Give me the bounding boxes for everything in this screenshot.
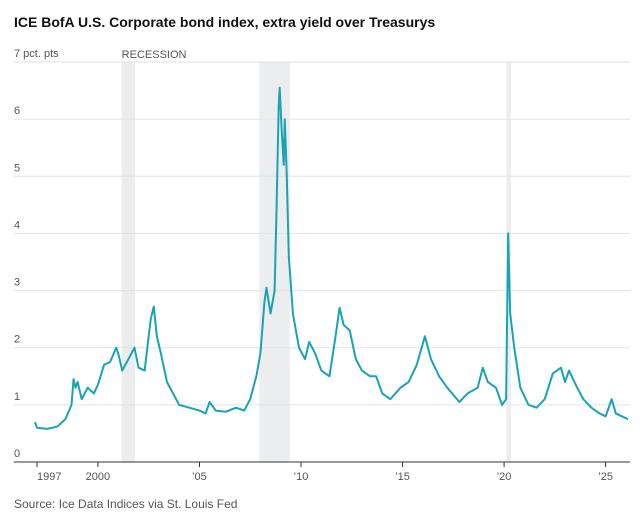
y-tick-label: 1 [14, 391, 20, 403]
recession-label: RECESSION [122, 49, 187, 61]
y-tick-label: 0 [14, 448, 20, 460]
chart-title: ICE BofA U.S. Corporate bond index, extr… [14, 14, 435, 30]
y-tick-label: 6 [14, 105, 20, 117]
recession-band [121, 62, 136, 462]
y-tick-label: 3 [14, 277, 20, 289]
x-tick-label: 2000 [86, 471, 110, 483]
y-tick-label: 7 pct. pts [14, 48, 59, 60]
x-tick-label: ’25 [598, 471, 613, 483]
x-tick-label: 1997 [37, 471, 61, 483]
y-tick-label: 5 [14, 162, 20, 174]
line [34, 86, 629, 430]
x-tick-label: ’15 [395, 471, 410, 483]
x-tick-label: ’20 [497, 471, 512, 483]
y-tick-label: 4 [14, 219, 20, 231]
x-tick-label: ’05 [192, 471, 207, 483]
y-tick-label: 2 [14, 334, 20, 346]
source: Source: Ice Data Indices via St. Louis F… [14, 497, 237, 511]
x-tick-label: ’10 [294, 471, 309, 483]
